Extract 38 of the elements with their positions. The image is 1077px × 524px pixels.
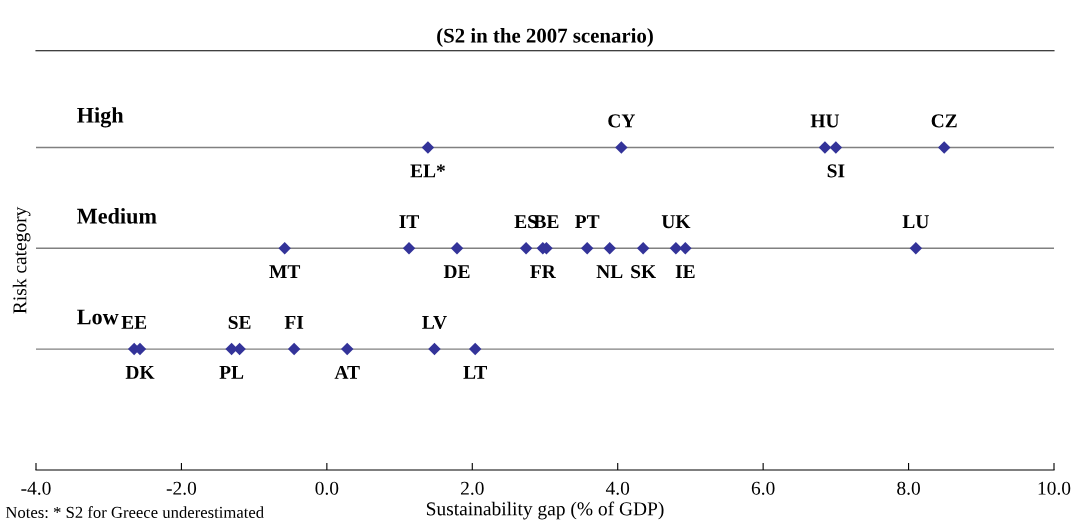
data-label: DK <box>125 366 155 379</box>
data-label: IT <box>399 215 419 228</box>
data-label: LU <box>902 215 929 229</box>
text: Notes: * S2 for Greece underestimated <box>5 506 264 519</box>
x-tick-label: -4.0 <box>21 481 51 495</box>
data-label: EE <box>121 316 147 329</box>
x-tick-label: 8.0 <box>897 481 920 495</box>
x-tick-label: -2.0 <box>166 481 197 495</box>
x-axis-title: Sustainability gap (% of GDP) <box>426 501 664 520</box>
data-label: LV <box>422 316 447 330</box>
chart-title: (S2 in the 2007 scenario) <box>437 28 653 47</box>
data-label: PL <box>219 366 244 379</box>
data-label: AT <box>334 365 360 379</box>
data-label: CZ <box>931 114 957 128</box>
y-tick-label: Low <box>77 309 119 325</box>
data-label: EL* <box>410 164 445 178</box>
data-label: MT <box>269 265 301 278</box>
data-label: SE <box>228 315 251 329</box>
data-label: SI <box>827 164 845 178</box>
data-label: IE <box>675 265 695 278</box>
data-label: LT <box>463 366 487 379</box>
x-tick-label: 4.0 <box>605 481 630 495</box>
y-tick-label: Medium <box>77 208 157 224</box>
data-label: NL <box>596 265 623 278</box>
data-label: FR <box>530 265 556 278</box>
data-label: FI <box>284 316 304 329</box>
x-tick-label: 6.0 <box>751 481 775 495</box>
y-axis-title: Risk category <box>12 206 31 314</box>
x-tick-label: 2.0 <box>460 481 484 495</box>
data-label: CY <box>608 114 636 128</box>
data-label: DE <box>443 265 470 279</box>
y-tick-label: High <box>77 107 124 128</box>
x-tick-label: 10.0 <box>1038 481 1071 495</box>
data-label: SK <box>631 265 656 279</box>
x-tick-label: 0.0 <box>315 481 339 495</box>
data-label: PT <box>575 215 600 228</box>
data-label: UK <box>661 215 691 229</box>
data-label: HU <box>810 114 840 128</box>
